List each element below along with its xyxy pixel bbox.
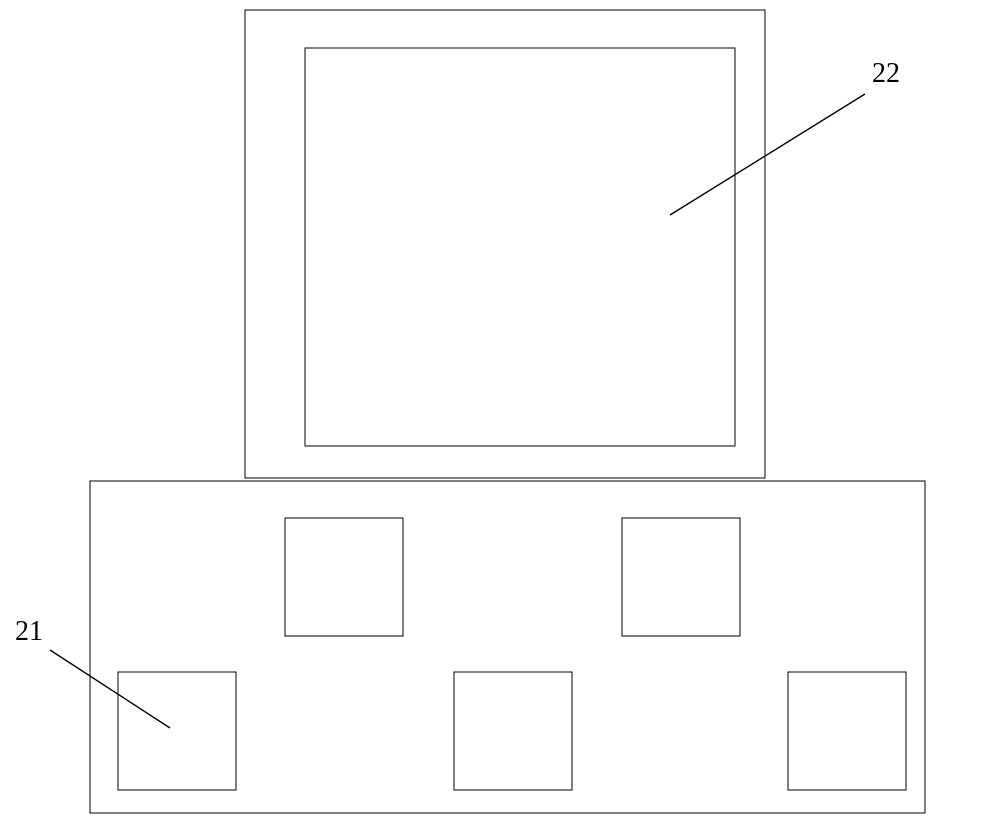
callout-label-21: 21 — [15, 616, 43, 647]
callout-label-22: 22 — [872, 58, 900, 89]
background — [0, 0, 1000, 837]
diagram-canvas: 22 21 — [0, 0, 1000, 837]
